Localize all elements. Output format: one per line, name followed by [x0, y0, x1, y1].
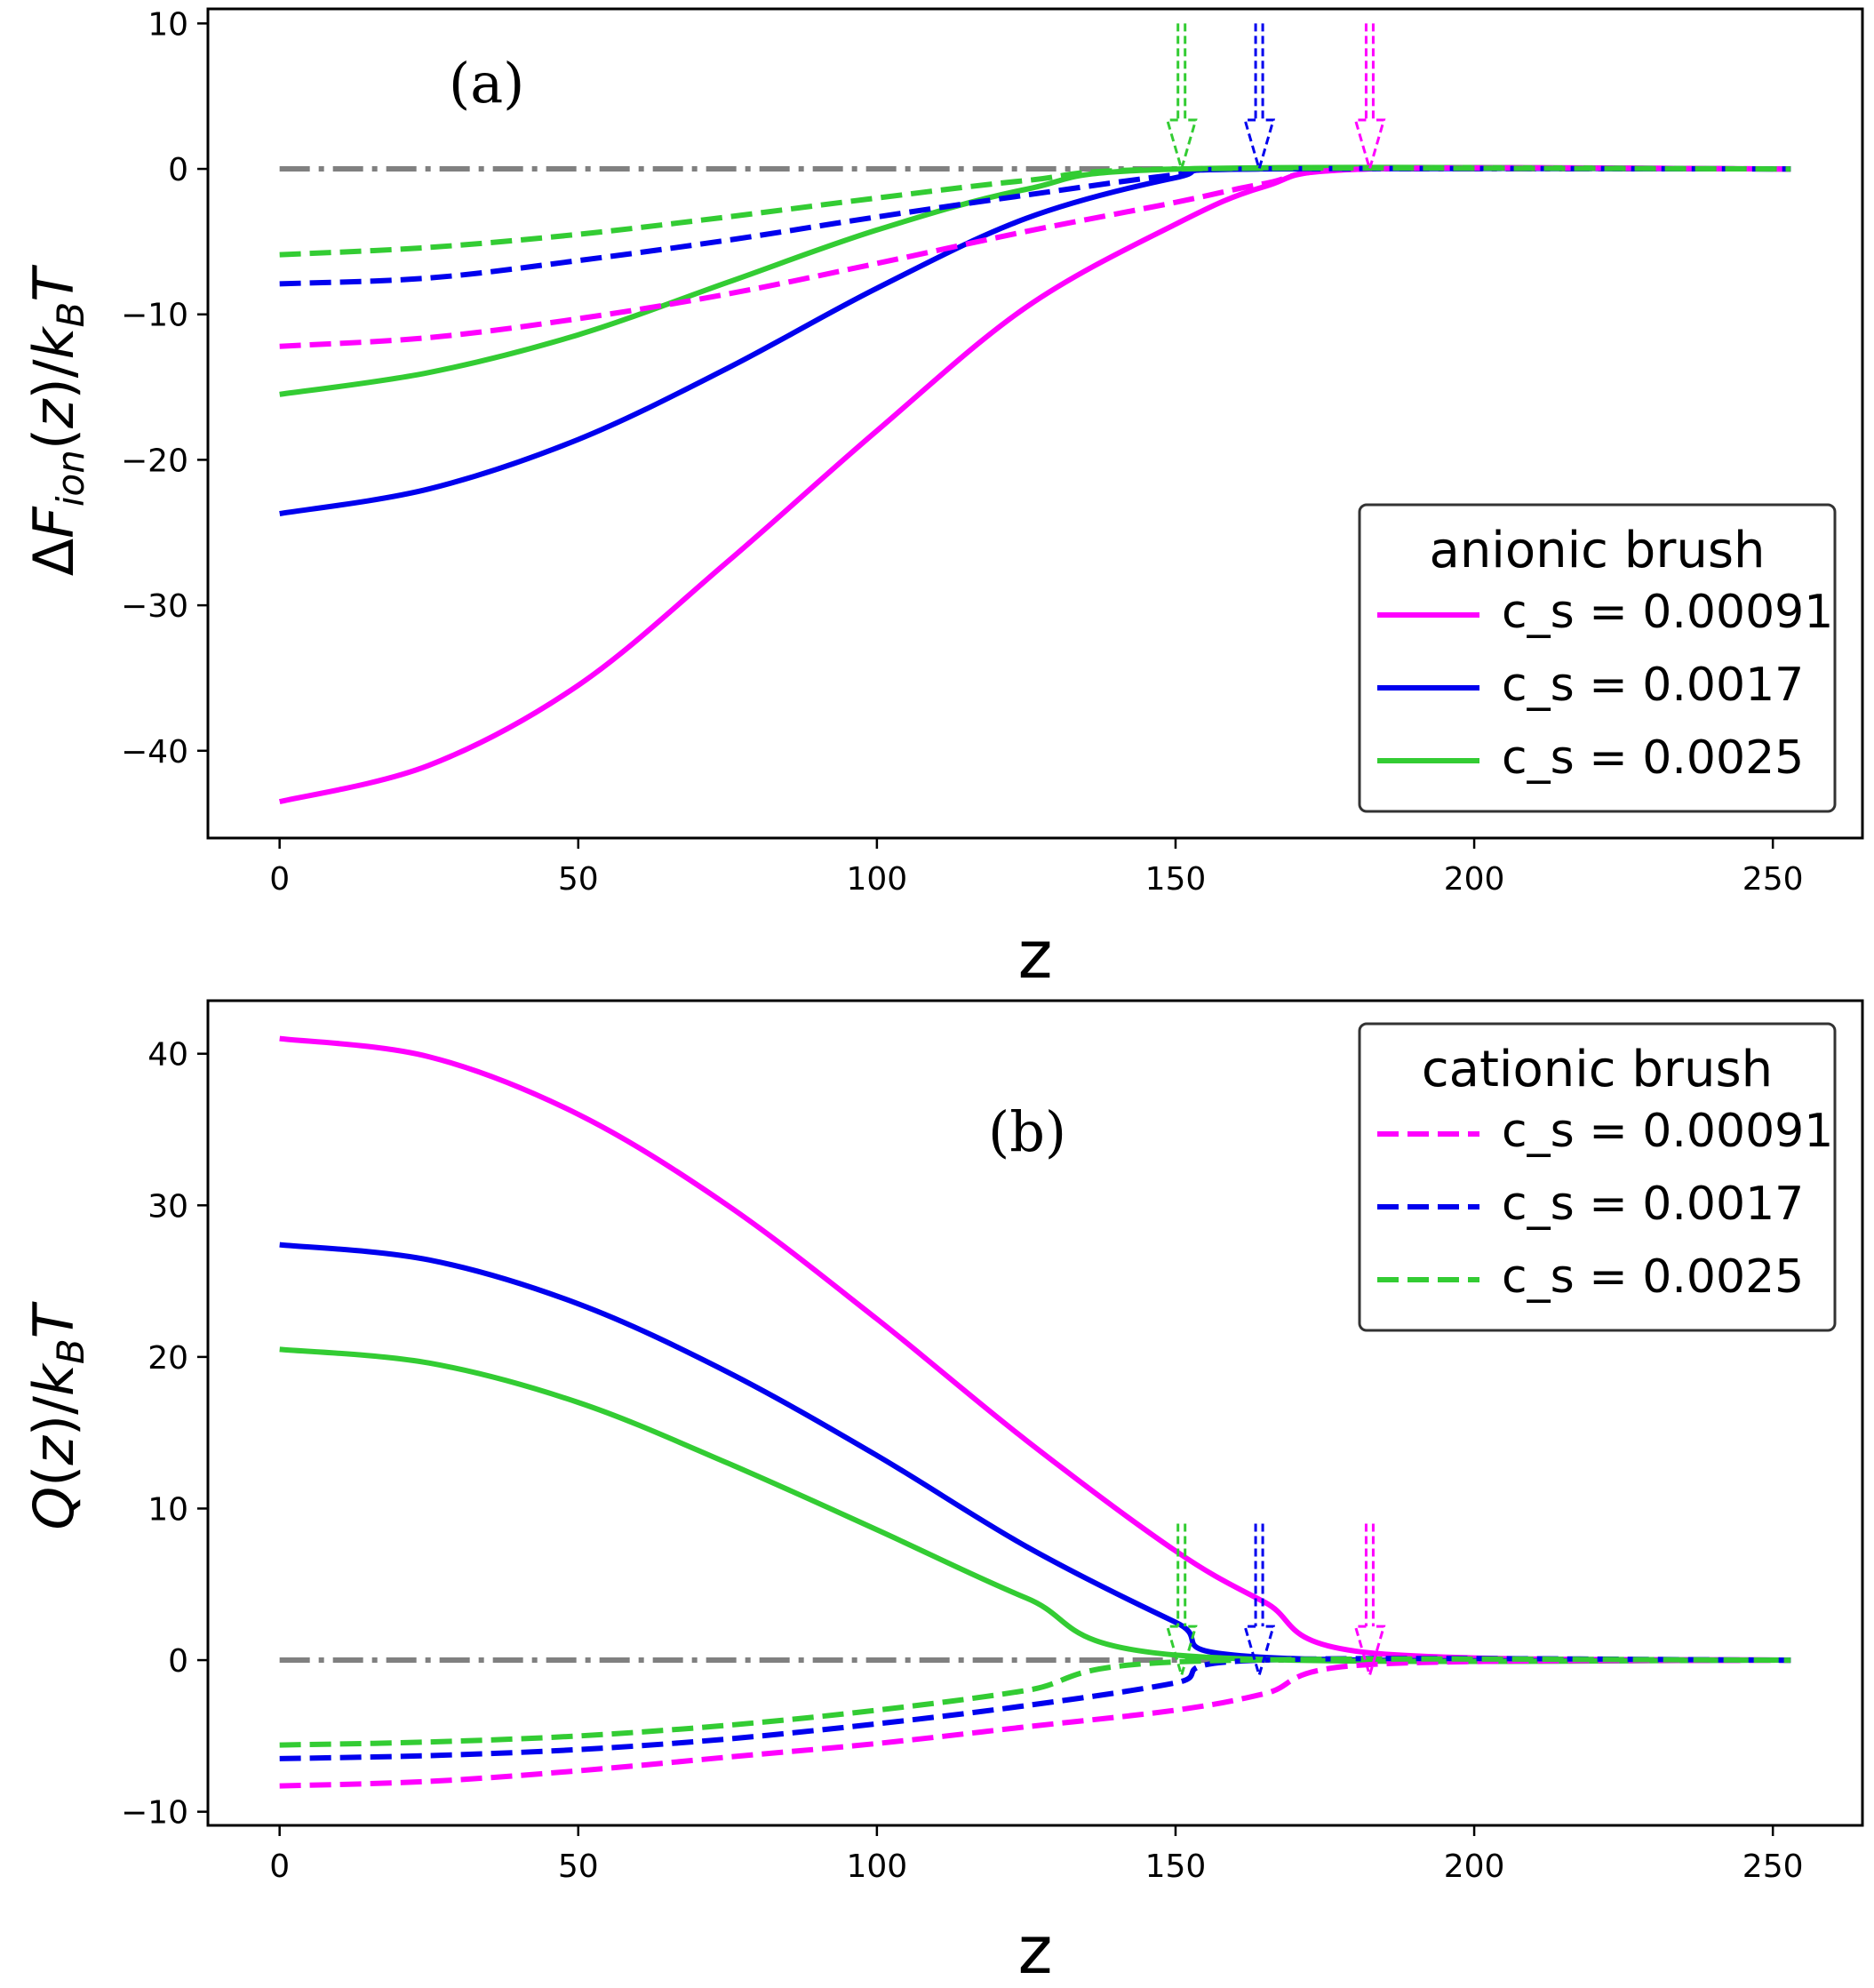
panel-b-series-dashed-5 [279, 1656, 1791, 1748]
panel-b-legend-label-2: c_s = 0.0025 [1502, 1250, 1804, 1304]
panel-b-y-axis-label: Q(z)/kBT [21, 1301, 92, 1529]
panel-b-y-tick-label: 40 [148, 1037, 188, 1074]
panel-a-legend-box [1358, 503, 1837, 813]
panel-a-y-tick-label: −10 [121, 298, 188, 334]
panel-b-x-tick-label: 100 [847, 1848, 908, 1885]
panel-b-legend-label-1: c_s = 0.0017 [1502, 1178, 1804, 1231]
panel-a-y-axis-label: ΔFion(z)/kBT [21, 265, 92, 577]
panel-b-x-tick-label: 0 [269, 1848, 290, 1885]
panel-a-arrow-0 [1165, 23, 1198, 174]
panel-b-legend-label-0: c_s = 0.00091 [1502, 1105, 1833, 1158]
panel-b-x-tick-label: 200 [1444, 1848, 1505, 1885]
panel-b-series-solid-0 [279, 1035, 1791, 1664]
panel-b-series-dashed-3 [279, 1657, 1791, 1789]
panel-b-y-tick-label: −10 [121, 1795, 188, 1832]
panel-a-y-tick-label: −40 [121, 734, 188, 770]
panel-a-x-tick-label: 200 [1444, 861, 1505, 898]
panel-b-legend: cationic brush c_s = 0.00091 c_s = 0.0017 c… [1358, 1022, 1837, 1332]
panel-b-arrow-2 [1353, 1523, 1386, 1681]
panel-a-x-tick-label: 100 [847, 861, 908, 898]
panel-a-series-solid-2 [279, 164, 1791, 397]
panel-a-y-tick-label: −20 [121, 443, 188, 479]
panel-b-plot-area [279, 1035, 1791, 1789]
panel-a-series-dashed-5 [279, 165, 1791, 258]
panel-a-annotation: (a) [449, 51, 524, 116]
panel-b-x-axis-label: z [1018, 1912, 1053, 1988]
panel-a-x-tick-label: 50 [558, 861, 599, 898]
panel-b-series-solid-2 [279, 1346, 1791, 1665]
panel-b-x-tick-label: 250 [1742, 1848, 1804, 1885]
panel-a-plot-area [278, 23, 1791, 805]
panel-a-arrow-2 [1353, 23, 1386, 174]
panel-a-series-solid-1 [279, 165, 1791, 516]
panel-a-y-tick-label: 10 [148, 6, 188, 43]
panel-b-y-tick-label: 10 [148, 1491, 188, 1528]
panel-a-arrow-1 [1243, 23, 1276, 174]
panel-a-legend-title: anionic brush [1430, 522, 1766, 579]
panel-a-y-tick-label: −30 [121, 588, 188, 625]
panel-a-x-axis-label: z [1018, 917, 1053, 994]
panel-b-y-tick-label: 0 [168, 1643, 188, 1680]
panel-b-annotation: (b) [988, 1099, 1066, 1164]
panel-b-x-tick-label: 50 [558, 1848, 599, 1885]
panel-b-series-dashed-4 [279, 1656, 1791, 1761]
panel-b-axes-frame [206, 999, 1864, 1827]
panel-a-x-tick-label: 150 [1145, 861, 1207, 898]
panel-a-legend-label-1: c_s = 0.0017 [1502, 659, 1804, 712]
panel-b-arrow-0 [1165, 1523, 1198, 1681]
panel-a-x-tick-label: 250 [1742, 861, 1804, 898]
panel-b-legend-title: cationic brush [1422, 1041, 1773, 1098]
panel-a-legend-label-2: c_s = 0.0025 [1502, 731, 1804, 785]
panel-b-y-tick-label: 20 [148, 1340, 188, 1377]
panel-b-x-tick-label: 150 [1145, 1848, 1207, 1885]
panel-a-axes-frame [206, 7, 1864, 840]
panel-a-legend-label-0: c_s = 0.00091 [1502, 586, 1833, 639]
panel-b-arrow-1 [1243, 1523, 1276, 1681]
panel-a-x-tick-label: 0 [269, 861, 290, 898]
panel-a-y-tick-label: 0 [168, 152, 188, 188]
panel-b-legend-box [1358, 1022, 1837, 1332]
panel-b-y-tick-label: 30 [148, 1188, 188, 1225]
panel-a-legend: anionic brush c_s = 0.00091 c_s = 0.0017 c_… [1358, 503, 1837, 813]
